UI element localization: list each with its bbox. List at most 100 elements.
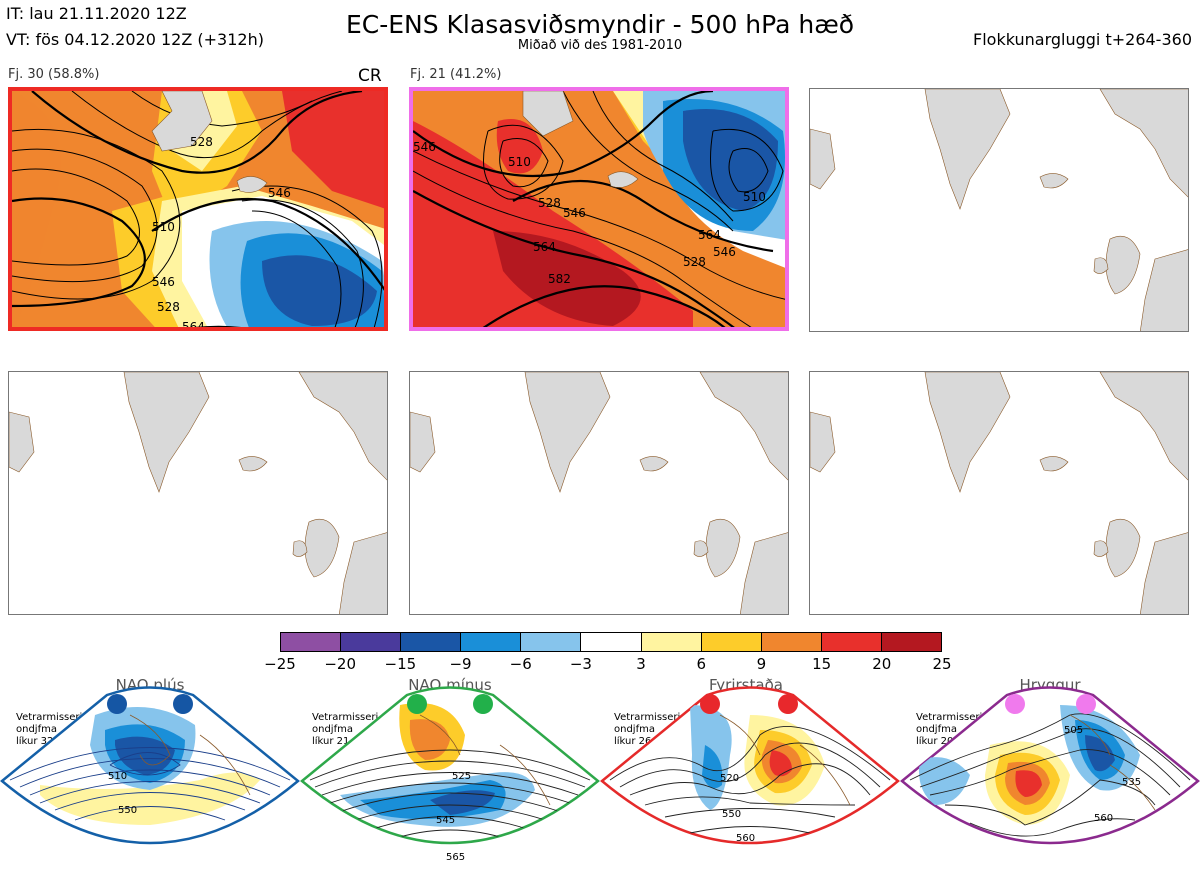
contour-label: 510 (743, 190, 766, 204)
empty-map-6 (809, 371, 1189, 615)
contour-label: 528 (157, 300, 180, 314)
contour-label: 535 (1122, 777, 1141, 788)
colorbar-segment (521, 633, 582, 651)
landmass (304, 518, 340, 578)
cluster-1-label: Fj. 30 (58.8%) (8, 67, 100, 82)
landmass (1093, 540, 1109, 557)
landmass (123, 372, 210, 493)
colorbar-segment (401, 633, 462, 651)
contour-label: 564 (698, 228, 721, 242)
landmass (1093, 257, 1109, 274)
colorbar-segment (701, 633, 762, 651)
regime-dot (700, 694, 720, 714)
landmass (705, 518, 741, 578)
classification-window: Flokkunargluggi t+264-360 (973, 30, 1192, 49)
anomaly-colorbar (280, 632, 942, 652)
page-subtitle: Miðað við des 1981-2010 (517, 38, 683, 53)
valid-time: VT: fös 04.12.2020 12Z (+312h) (6, 30, 264, 49)
empty-map-4 (8, 371, 388, 615)
colorbar-tick-label: 9 (756, 655, 767, 673)
contour-label: 528 (683, 255, 706, 269)
landmass (693, 540, 709, 557)
landmass (338, 532, 387, 614)
landmass (298, 372, 387, 481)
colorbar-segment (581, 633, 642, 651)
landmass (1099, 372, 1188, 481)
colorbar-tick-label: 3 (636, 655, 646, 673)
colorbar-tick-label: 15 (812, 655, 832, 673)
contour-label: 525 (452, 771, 471, 782)
colorbar-tick-label: −20 (324, 655, 356, 673)
initial-time: IT: lau 21.11.2020 12Z (6, 4, 187, 23)
landmass (1105, 518, 1141, 578)
regime-map-nao-minus: 525 545 565 (300, 675, 600, 871)
landmass (524, 372, 611, 493)
regime-dot (407, 694, 427, 714)
contour-label: 546 (268, 186, 291, 200)
regime-dot (107, 694, 127, 714)
contour-label: 510 (152, 220, 175, 234)
landmass (292, 540, 308, 557)
regime-dot (1076, 694, 1096, 714)
regime-dot (473, 694, 493, 714)
landmass (739, 532, 788, 614)
contour-label: 520 (720, 773, 739, 784)
regime-dot (1005, 694, 1025, 714)
contour-label: 528 (538, 196, 561, 210)
regime-dot (173, 694, 193, 714)
landmass (699, 372, 788, 481)
contour-label: 510 (508, 155, 531, 169)
contour-label: 564 (533, 240, 556, 254)
contour-label: 560 (736, 833, 755, 844)
colorbar-tick-label: −6 (509, 655, 532, 673)
contour-label: 550 (118, 805, 137, 816)
regime-map-ridge: 505 535 560 (900, 675, 1200, 871)
landmass (924, 89, 1011, 210)
landmass (1039, 456, 1069, 472)
empty-map-5 (409, 371, 789, 615)
colorbar-segment (821, 633, 882, 651)
contour-label: 546 (563, 206, 586, 220)
landmass (1105, 235, 1141, 295)
contour-label: 505 (1064, 725, 1083, 736)
colorbar-segment (881, 633, 942, 651)
landmass (639, 456, 669, 472)
landmass (9, 411, 35, 473)
contour-label: 546 (413, 140, 436, 154)
contour-label: 546 (152, 275, 175, 289)
regime-dot (778, 694, 798, 714)
contour-label: 546 (713, 245, 736, 259)
colorbar-tick-label: 25 (932, 655, 952, 673)
contour-label: 510 (108, 771, 127, 782)
colorbar-tick-label: 20 (872, 655, 892, 673)
contour-label: 550 (722, 809, 741, 820)
colorbar-tick-label: −15 (384, 655, 417, 673)
colorbar-segment (761, 633, 822, 651)
contour-label: 545 (436, 815, 455, 826)
control-run-marker: CR (358, 66, 382, 86)
cluster-2-label: Fj. 21 (41.2%) (410, 67, 502, 82)
contour-label: 582 (548, 272, 571, 286)
page-title: EC-ENS Klasasviðsmyndir - 500 hPa hæð (345, 10, 855, 39)
empty-map-3 (809, 88, 1189, 332)
regime-map-blocking: 520 550 560 (600, 675, 900, 871)
colorbar-segment (341, 633, 402, 651)
landmass (810, 128, 836, 190)
colorbar-tick-label: −9 (449, 655, 472, 673)
landmass (1039, 173, 1069, 189)
colorbar-tick-label: −3 (569, 655, 592, 673)
colorbar-segment (281, 633, 342, 651)
colorbar-segment (461, 633, 522, 651)
contour-label: 528 (190, 135, 213, 149)
landmass (1139, 249, 1188, 331)
colorbar-segment (641, 633, 702, 651)
landmass (238, 456, 268, 472)
landmass (410, 411, 436, 473)
contour-label: 560 (1094, 813, 1113, 824)
colorbar-tick-label: 6 (696, 655, 707, 673)
contour-label: 564 (182, 320, 205, 331)
colorbar-tick-label: −25 (264, 655, 296, 673)
landmass (1139, 532, 1188, 614)
landmass (924, 372, 1011, 493)
landmass (1099, 89, 1188, 198)
